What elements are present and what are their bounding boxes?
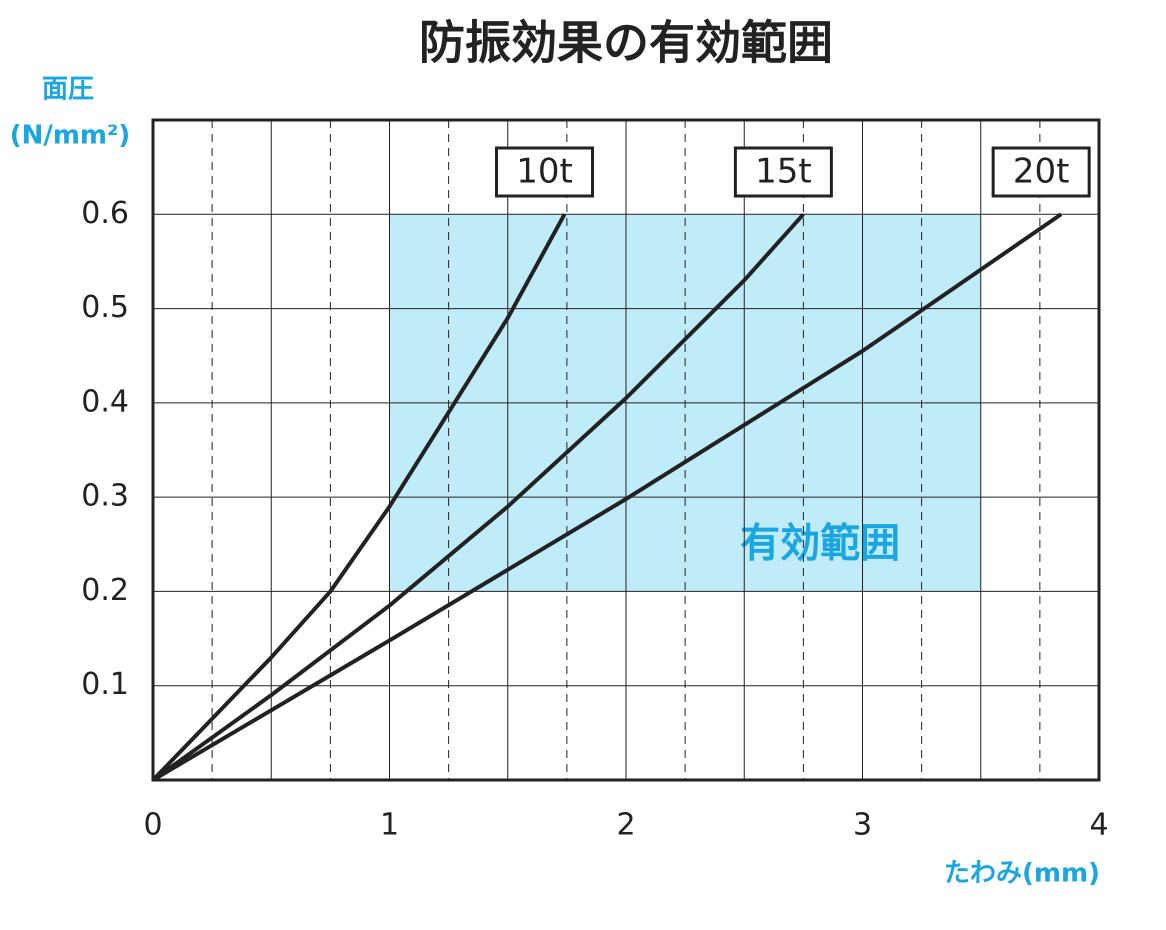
y-tick-label: 0.6 <box>81 196 129 231</box>
region-label: 有効範囲 <box>740 520 900 566</box>
legend-label: 20t <box>1013 152 1070 192</box>
series-label-box: 20t <box>991 146 1091 198</box>
y-tick-label: 0.5 <box>81 290 129 325</box>
label-box <box>733 146 833 198</box>
chart-title: 防振効果の有効範囲 <box>419 16 833 70</box>
y-tick-label: 0.1 <box>81 667 129 702</box>
plot-frame <box>151 118 1101 782</box>
y-axis-label: 面圧 <box>42 75 94 105</box>
x-tick-label: 2 <box>616 808 635 843</box>
series-line <box>151 212 1063 782</box>
y-axis-label: (N/mm²) <box>10 121 131 151</box>
x-tick-label: 4 <box>1089 808 1108 843</box>
x-tick-label: 3 <box>853 808 872 843</box>
legend-label: 15t <box>755 152 812 192</box>
y-tick-label: 0.4 <box>81 384 129 419</box>
x-axis-label: たわみ(mm) <box>944 859 1100 889</box>
y-tick-label: 0.2 <box>81 573 129 608</box>
series-line <box>151 212 805 782</box>
label-box <box>991 146 1091 198</box>
series-label-box: 10t <box>495 146 595 198</box>
series-line <box>151 213 567 782</box>
x-tick-label: 0 <box>143 808 162 843</box>
x-tick-label: 1 <box>380 808 399 843</box>
series-label-box: 15t <box>733 146 833 198</box>
y-tick-label: 0.3 <box>81 479 129 514</box>
legend-label: 10t <box>516 152 573 192</box>
label-box <box>495 146 595 198</box>
